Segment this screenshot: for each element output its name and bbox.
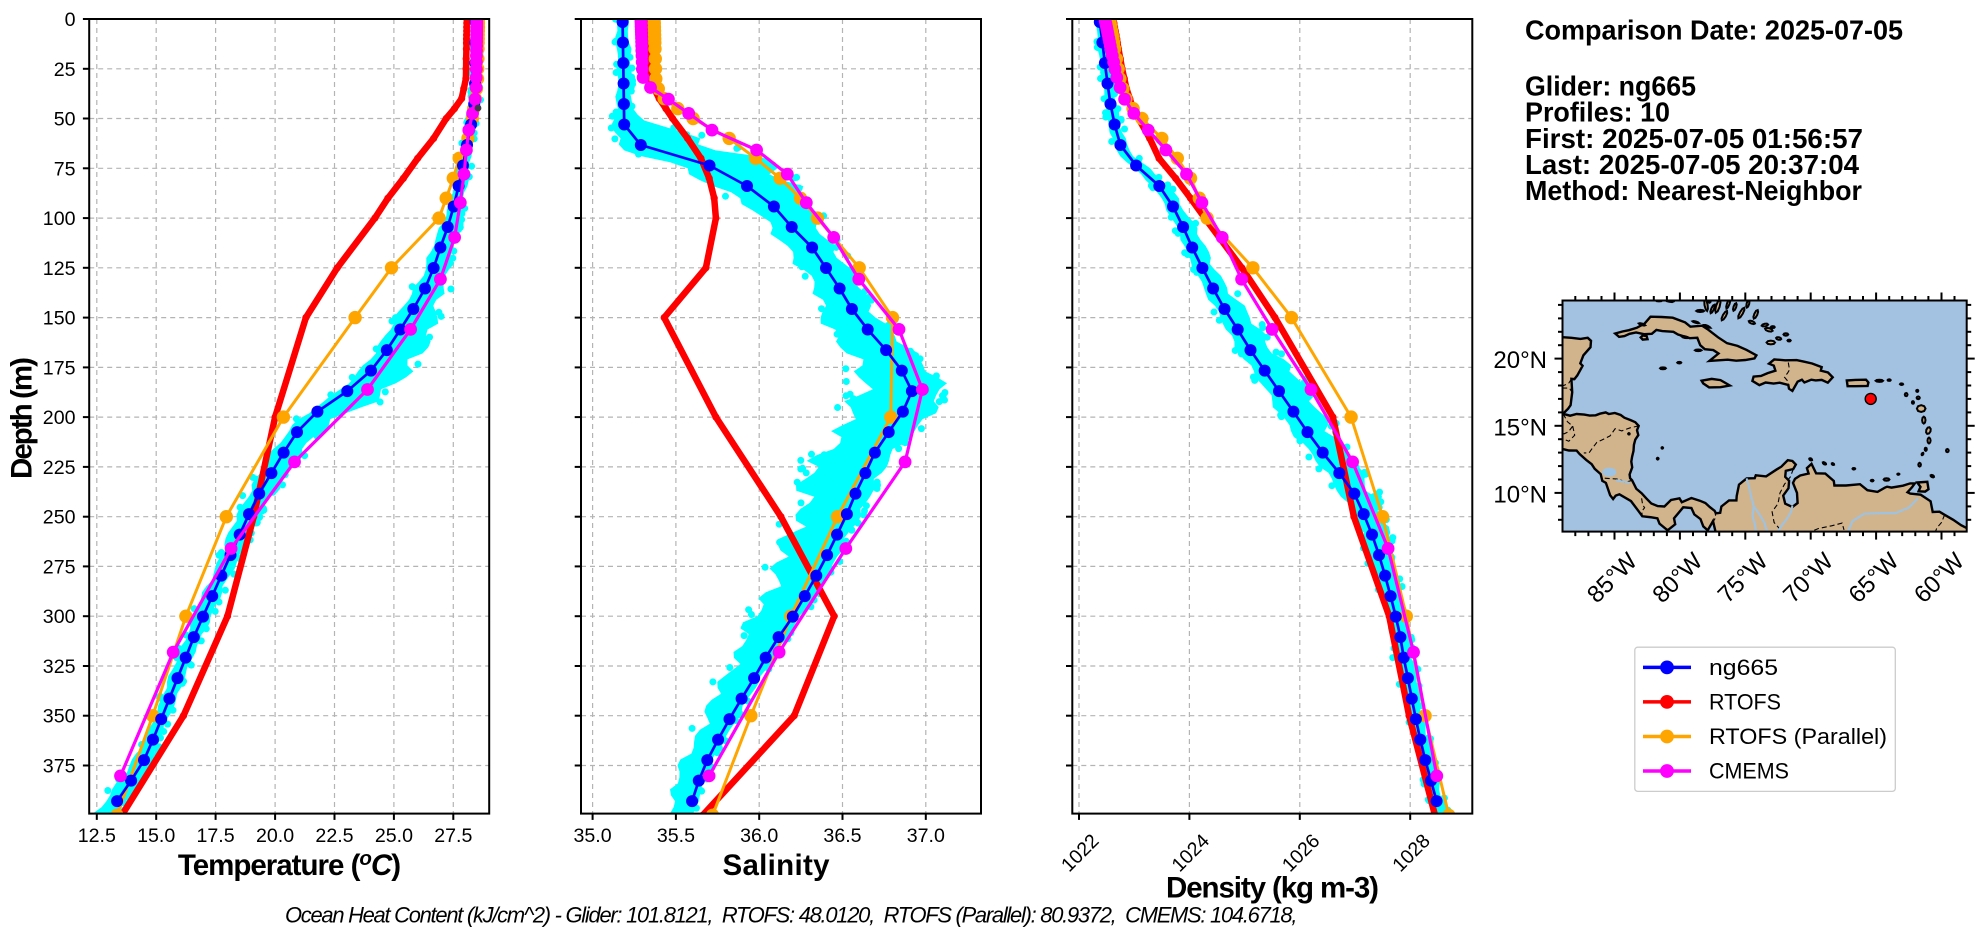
svg-text:12.5: 12.5 xyxy=(78,825,116,847)
svg-text:17.5: 17.5 xyxy=(197,825,235,847)
svg-text:20°N: 20°N xyxy=(1493,347,1547,374)
svg-text:Ocean Heat Content (kJ/cm^2) -: Ocean Heat Content (kJ/cm^2) - Glider: 1… xyxy=(285,902,1296,927)
svg-text:Method: Nearest-Neighbor: Method: Nearest-Neighbor xyxy=(1525,175,1862,206)
svg-text:325: 325 xyxy=(43,656,76,678)
svg-text:Salinity: Salinity xyxy=(723,849,831,882)
svg-text:CMEMS: CMEMS xyxy=(1709,759,1789,784)
svg-text:200: 200 xyxy=(43,407,76,429)
svg-text:20.0: 20.0 xyxy=(256,825,294,847)
svg-text:Profiles: 10: Profiles: 10 xyxy=(1525,97,1670,128)
svg-text:25: 25 xyxy=(54,59,76,81)
svg-text:36.0: 36.0 xyxy=(740,825,778,847)
svg-text:First: 2025-07-05 01:56:57: First: 2025-07-05 01:56:57 xyxy=(1525,123,1863,154)
svg-text:275: 275 xyxy=(43,556,76,578)
svg-text:35.5: 35.5 xyxy=(657,825,695,847)
svg-text:Density (kg m-3): Density (kg m-3) xyxy=(1166,872,1379,905)
svg-text:0: 0 xyxy=(65,9,76,31)
svg-text:175: 175 xyxy=(43,357,76,379)
svg-text:27.5: 27.5 xyxy=(434,825,472,847)
svg-text:RTOFS: RTOFS xyxy=(1709,690,1781,715)
svg-text:100: 100 xyxy=(43,208,76,230)
svg-text:Comparison Date: 2025-07-05: Comparison Date: 2025-07-05 xyxy=(1525,15,1903,46)
svg-text:25.0: 25.0 xyxy=(375,825,413,847)
svg-text:225: 225 xyxy=(43,457,76,479)
svg-text:125: 125 xyxy=(43,258,76,280)
svg-text:10°N: 10°N xyxy=(1493,481,1547,508)
svg-text:350: 350 xyxy=(43,706,76,728)
svg-text:37.0: 37.0 xyxy=(907,825,945,847)
svg-text:300: 300 xyxy=(43,606,76,628)
svg-text:36.5: 36.5 xyxy=(823,825,861,847)
svg-text:250: 250 xyxy=(43,507,76,529)
svg-text:Depth (m): Depth (m) xyxy=(6,357,39,479)
svg-text:22.5: 22.5 xyxy=(315,825,353,847)
svg-text:35.0: 35.0 xyxy=(574,825,612,847)
svg-text:RTOFS (Parallel): RTOFS (Parallel) xyxy=(1709,724,1887,749)
svg-text:150: 150 xyxy=(43,308,76,330)
svg-text:375: 375 xyxy=(43,756,76,778)
svg-text:75: 75 xyxy=(54,158,76,180)
svg-text:50: 50 xyxy=(54,109,76,131)
svg-text:15.0: 15.0 xyxy=(137,825,175,847)
svg-text:15°N: 15°N xyxy=(1493,414,1547,441)
svg-text:ng665: ng665 xyxy=(1709,655,1778,680)
svg-text:Last: 2025-07-05 20:37:04: Last: 2025-07-05 20:37:04 xyxy=(1525,149,1860,180)
svg-text:Glider: ng665: Glider: ng665 xyxy=(1525,71,1696,102)
